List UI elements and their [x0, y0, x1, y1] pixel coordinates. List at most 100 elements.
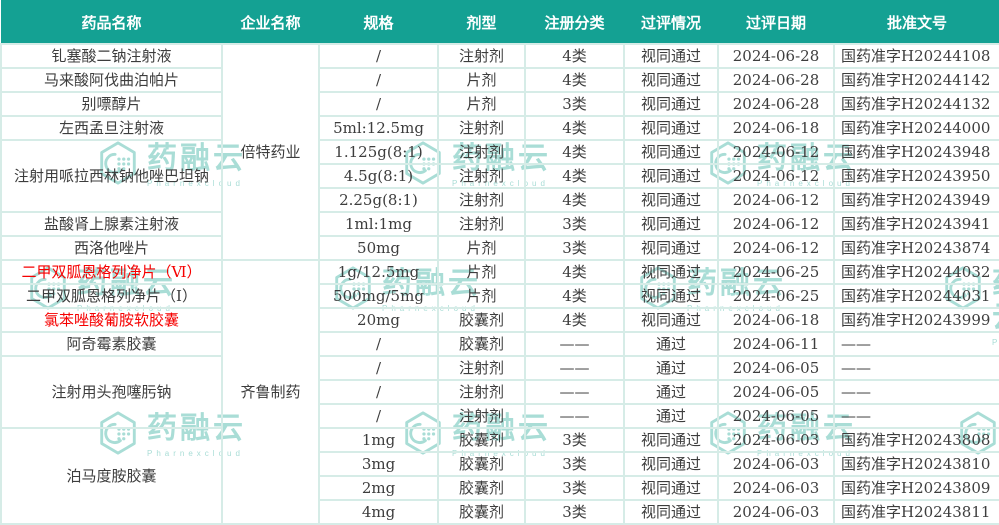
cell-specification: /	[318, 379, 439, 405]
table-body: 钆塞酸二钠注射液 倍特药业 / 注射剂 4类 视同通过 2024-06-28 国药准字H202…	[0, 43, 999, 525]
cell-dosage-form: 胶囊剂	[437, 451, 526, 477]
cell-dosage-form: 注射剂	[437, 187, 526, 213]
cell-specification: 1mg	[318, 427, 439, 453]
cell-specification: /	[318, 331, 439, 357]
cell-specification: 1ml:1mg	[318, 211, 439, 237]
cell-review-date: 2024-06-18	[717, 115, 835, 141]
cell-specification: 2mg	[318, 475, 439, 501]
cell-reg-class: ——	[524, 331, 625, 357]
cell-reg-class: 4类	[524, 307, 625, 333]
cell-dosage-form: 片剂	[437, 67, 526, 93]
cell-approval-number: 国药准字H20243874	[833, 235, 999, 261]
cell-drug-name: 注射用头孢噻肟钠	[0, 355, 223, 429]
cell-specification: 3mg	[318, 451, 439, 477]
cell-specification: 50mg	[318, 235, 439, 261]
cell-approval-number: 国药准字H20243808	[833, 427, 999, 453]
cell-dosage-form: 注射剂	[437, 115, 526, 141]
cell-reg-class: 3类	[524, 211, 625, 237]
cell-specification: 5ml:12.5mg	[318, 115, 439, 141]
cell-review-status: 视同通过	[623, 451, 719, 477]
cell-review-date: 2024-06-12	[717, 211, 835, 237]
cell-dosage-form: 片剂	[437, 259, 526, 285]
cell-approval-number: 国药准字H20243949	[833, 187, 999, 213]
cell-reg-class: 4类	[524, 259, 625, 285]
cell-specification: 4mg	[318, 499, 439, 525]
cell-dosage-form: 注射剂	[437, 163, 526, 189]
table-row: 别嘌醇片 / 片剂 3类 视同通过 2024-06-28 国药准字H20244132	[0, 91, 999, 117]
cell-drug-name: 注射用哌拉西林钠他唑巴坦钠	[0, 139, 223, 213]
cell-approval-number: ——	[833, 355, 999, 381]
cell-review-date: 2024-06-25	[717, 283, 835, 309]
cell-dosage-form: 胶囊剂	[437, 499, 526, 525]
cell-specification: 1g/12.5mg	[318, 259, 439, 285]
cell-approval-number: 国药准字H20244142	[833, 67, 999, 93]
column-header-dosage-form: 剂型	[437, 0, 526, 45]
cell-approval-number: 国药准字H20243809	[833, 475, 999, 501]
cell-reg-class: ——	[524, 355, 625, 381]
cell-review-date: 2024-06-11	[717, 331, 835, 357]
cell-approval-number: 国药准字H20243810	[833, 451, 999, 477]
cell-specification: 1.125g(8:1)	[318, 139, 439, 165]
cell-review-status: 视同通过	[623, 187, 719, 213]
cell-reg-class: 4类	[524, 283, 625, 309]
cell-review-status: 视同通过	[623, 427, 719, 453]
cell-reg-class: 3类	[524, 451, 625, 477]
cell-dosage-form: 片剂	[437, 91, 526, 117]
cell-specification: /	[318, 403, 439, 429]
cell-reg-class: 3类	[524, 499, 625, 525]
cell-review-status: 视同通过	[623, 43, 719, 69]
cell-approval-number: ——	[833, 403, 999, 429]
table-row: 2.25g(8:1) 注射剂 4类 视同通过 2024-06-12 国药准字H202439…	[1, 187, 999, 213]
cell-dosage-form: 注射剂	[437, 43, 526, 69]
cell-review-date: 2024-06-05	[717, 355, 835, 381]
table-row: / 注射剂 —— 通过 2024-06-05 ——	[1, 379, 999, 405]
cell-approval-number: ——	[833, 379, 999, 405]
cell-reg-class: 4类	[524, 67, 625, 93]
table-row: 4.5g(8:1) 注射剂 4类 视同通过 2024-06-12 国药准字H2024395…	[1, 163, 999, 189]
table-row: 泊马度胺胶囊 1mg 胶囊剂 3类 视同通过 2024-06-03 国药准字H2024380…	[0, 427, 999, 525]
cell-drug-name: 二甲双胍恩格列净片（Ⅰ）	[0, 283, 223, 309]
cell-specification: 2.25g(8:1)	[318, 187, 439, 213]
cell-review-date: 2024-06-28	[717, 67, 835, 93]
cell-specification: 500mg/5mg	[318, 283, 439, 309]
cell-review-status: 通过	[623, 403, 719, 429]
column-header-review-status: 过评情况	[623, 0, 719, 45]
cell-reg-class: 3类	[524, 475, 625, 501]
cell-dosage-form: 注射剂	[437, 139, 526, 165]
table-row: 盐酸肾上腺素注射液 1ml:1mg 注射剂 3类 视同通过 2024-06-12 国药准字H…	[0, 211, 999, 237]
cell-dosage-form: 胶囊剂	[437, 427, 526, 453]
cell-drug-name: 左西孟旦注射液	[0, 115, 223, 141]
cell-drug-name: 二甲双胍恩格列净片（Ⅵ）	[0, 259, 223, 285]
cell-review-date: 2024-06-03	[717, 499, 835, 525]
cell-approval-number: 国药准字H20243950	[833, 163, 999, 189]
table-row: 二甲双胍恩格列净片（Ⅵ） 齐鲁制药 1g/12.5mg 片剂 4类 视同通过 2024-06…	[0, 259, 999, 525]
cell-specification: /	[318, 43, 439, 69]
column-header-review-date: 过评日期	[717, 0, 835, 45]
cell-review-date: 2024-06-03	[717, 475, 835, 501]
cell-company-name: 齐鲁制药	[221, 259, 320, 525]
cell-review-status: 视同通过	[623, 91, 719, 117]
cell-drug-name: 钆塞酸二钠注射液	[0, 43, 223, 69]
cell-approval-number: 国药准字H20243811	[833, 499, 999, 525]
cell-review-date: 2024-06-03	[717, 451, 835, 477]
cell-specification: 20mg	[318, 307, 439, 333]
cell-reg-class: 4类	[524, 187, 625, 213]
cell-approval-number: ——	[833, 331, 999, 357]
column-header-specification: 规格	[318, 0, 439, 45]
cell-review-date: 2024-06-28	[717, 43, 835, 69]
cell-specification: 4.5g(8:1)	[318, 163, 439, 189]
cell-reg-class: 4类	[524, 115, 625, 141]
table-row: 氯苯唑酸葡胺软胶囊 20mg 胶囊剂 4类 视同通过 2024-06-18 国药准字H202…	[0, 307, 999, 333]
column-header-approval-number: 批准文号	[833, 0, 999, 45]
column-header-company-name: 企业名称	[221, 0, 320, 45]
cell-reg-class: ——	[524, 379, 625, 405]
column-header-drug-name: 药品名称	[0, 0, 223, 45]
table-row: 4mg 胶囊剂 3类 视同通过 2024-06-03 国药准字H20243811	[1, 499, 999, 525]
cell-specification: /	[318, 355, 439, 381]
cell-drug-name: 西洛他唑片	[0, 235, 223, 261]
cell-review-status: 通过	[623, 379, 719, 405]
cell-review-status: 视同通过	[623, 499, 719, 525]
cell-review-status: 视同通过	[623, 139, 719, 165]
